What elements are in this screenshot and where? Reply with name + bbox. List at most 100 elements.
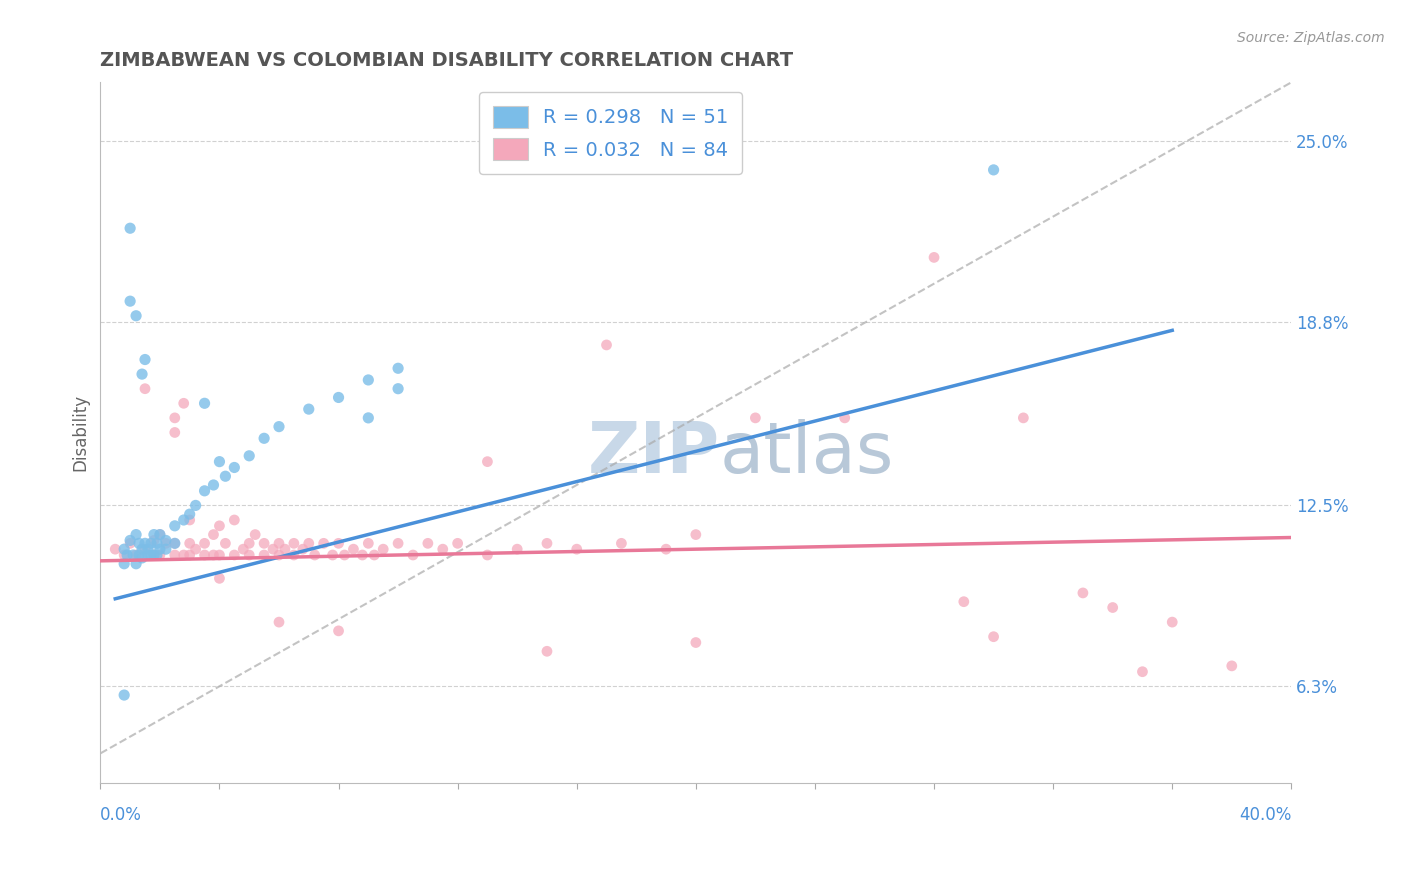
Point (357, 373, 380, 387)
Point (224, 548, 246, 562)
Point (1012, 410, 1035, 425)
Point (125, 557, 148, 571)
Point (120, 294, 142, 309)
Point (477, 548, 499, 562)
Point (173, 548, 195, 562)
Legend: R = 0.298   N = 51, R = 0.032   N = 84: R = 0.298 N = 51, R = 0.032 N = 84 (479, 92, 742, 174)
Point (312, 536, 335, 550)
Point (1071, 586, 1094, 600)
Point (142, 548, 165, 562)
Point (363, 548, 385, 562)
Point (142, 527, 165, 541)
Point (387, 361, 409, 376)
Point (131, 542, 153, 557)
Point (744, 410, 766, 425)
Text: ZIP: ZIP (588, 419, 720, 488)
Point (155, 533, 177, 548)
Point (163, 518, 186, 533)
Point (214, 536, 236, 550)
Point (238, 548, 260, 562)
Point (142, 548, 165, 562)
Point (125, 309, 148, 323)
Point (179, 536, 201, 550)
Point (146, 536, 169, 550)
Point (267, 615, 290, 629)
Point (253, 536, 276, 550)
Point (122, 548, 145, 562)
Point (208, 548, 231, 562)
Point (342, 542, 364, 557)
Point (120, 533, 142, 548)
Text: atlas: atlas (720, 419, 894, 488)
Point (283, 548, 305, 562)
Point (136, 548, 159, 562)
Point (193, 536, 215, 550)
Point (193, 396, 215, 410)
Point (922, 251, 945, 265)
Point (163, 425, 186, 440)
Point (446, 536, 468, 550)
Point (953, 595, 976, 609)
Point (115, 548, 138, 562)
Point (149, 527, 172, 541)
Point (173, 396, 195, 410)
Point (322, 548, 344, 562)
Point (1161, 615, 1184, 629)
Point (104, 542, 127, 557)
Point (983, 630, 1005, 644)
Point (146, 548, 169, 562)
Point (128, 548, 150, 562)
Point (131, 367, 153, 381)
Point (179, 513, 201, 527)
Point (416, 536, 439, 550)
Point (402, 548, 425, 562)
Point (565, 542, 588, 557)
Point (128, 536, 150, 550)
Point (267, 419, 290, 434)
Point (304, 548, 326, 562)
Point (238, 449, 260, 463)
Point (834, 410, 856, 425)
Point (595, 338, 617, 352)
Point (131, 550, 153, 565)
Point (477, 455, 499, 469)
Point (173, 513, 195, 527)
Point (112, 548, 135, 562)
Point (357, 536, 380, 550)
Point (983, 162, 1005, 177)
Text: ZIMBABWEAN VS COLOMBIAN DISABILITY CORRELATION CHART: ZIMBABWEAN VS COLOMBIAN DISABILITY CORRE… (100, 51, 793, 70)
Point (184, 542, 207, 557)
Point (357, 410, 380, 425)
Point (139, 548, 162, 562)
Point (328, 624, 350, 638)
Point (387, 382, 409, 396)
Point (333, 548, 356, 562)
Point (142, 533, 165, 548)
Point (149, 542, 172, 557)
Point (253, 548, 276, 562)
Point (120, 221, 142, 235)
Point (163, 536, 186, 550)
Point (274, 542, 297, 557)
Point (193, 548, 215, 562)
Point (214, 469, 236, 483)
Point (224, 460, 246, 475)
Point (202, 478, 225, 492)
Point (125, 548, 148, 562)
Point (193, 483, 215, 498)
Point (1101, 600, 1123, 615)
Point (536, 644, 558, 658)
Point (238, 536, 260, 550)
Text: Source: ZipAtlas.com: Source: ZipAtlas.com (1237, 31, 1385, 45)
Point (163, 410, 186, 425)
Point (208, 571, 231, 585)
Point (262, 542, 284, 557)
Text: 40.0%: 40.0% (1239, 806, 1291, 824)
Point (243, 527, 266, 541)
Point (155, 542, 177, 557)
Point (328, 536, 350, 550)
Point (298, 536, 321, 550)
Point (373, 542, 395, 557)
Point (184, 499, 207, 513)
Point (506, 542, 529, 557)
